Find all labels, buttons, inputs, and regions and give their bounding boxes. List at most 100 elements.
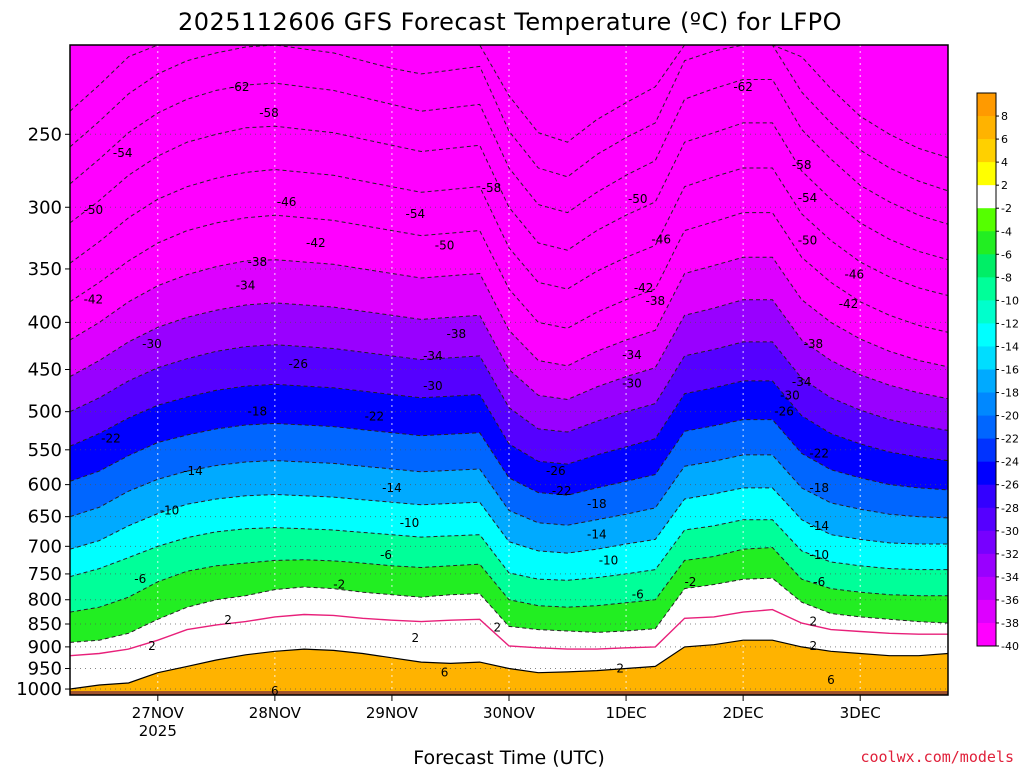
colorbar-label: 4 bbox=[1001, 156, 1008, 169]
colorbar-label: -16 bbox=[1001, 364, 1019, 377]
contour-label: -10 bbox=[809, 548, 829, 562]
contour-label: -58 bbox=[482, 181, 502, 195]
y-tick-label: 800 bbox=[28, 590, 62, 611]
colorbar-swatch bbox=[977, 484, 996, 509]
y-tick-label: 1000 bbox=[16, 679, 62, 700]
colorbar-swatch bbox=[977, 277, 996, 301]
contour-label: -30 bbox=[423, 379, 443, 393]
colorbar-swatch bbox=[977, 392, 996, 417]
colorbar-swatch bbox=[977, 254, 996, 278]
y-tick-label: 750 bbox=[28, 564, 62, 585]
colorbar-swatch bbox=[977, 599, 996, 624]
isotherm--58 bbox=[70, 45, 948, 192]
contour-label: -54 bbox=[798, 191, 818, 205]
y-tick-label: 550 bbox=[28, 440, 62, 461]
isotherm--38 bbox=[70, 256, 948, 368]
contour-label: -18 bbox=[809, 481, 829, 495]
x-tick-label: 30NOV bbox=[483, 704, 536, 722]
colorbar-swatch bbox=[977, 116, 996, 140]
contour-label: -38 bbox=[804, 337, 824, 351]
isotherm--62 bbox=[70, 45, 948, 159]
contour-label: -62 bbox=[230, 80, 250, 94]
colorbar-label: -14 bbox=[1001, 340, 1019, 353]
band-warm bbox=[70, 640, 948, 695]
contour-label: -42 bbox=[839, 297, 859, 311]
contour-label: -6 bbox=[134, 572, 146, 586]
contour-label: -30 bbox=[142, 337, 162, 351]
y-tick-label: 350 bbox=[28, 259, 62, 280]
colorbar-swatch bbox=[977, 323, 996, 347]
isotherm-2 bbox=[70, 639, 948, 690]
contour-label: -18 bbox=[587, 497, 607, 511]
contour-label: -10 bbox=[400, 516, 420, 530]
y-tick-label: 250 bbox=[28, 124, 62, 145]
colorbar-swatch bbox=[977, 530, 996, 555]
contour-label: -14 bbox=[587, 528, 607, 542]
chart-title: 2025112606 GFS Forecast Temperature (ºC)… bbox=[178, 8, 842, 36]
x-tick-label: 29NOV bbox=[366, 704, 419, 722]
x-axis-title: Forecast Time (UTC) bbox=[413, 747, 604, 768]
contour-label: -14 bbox=[809, 519, 829, 533]
colorbar-label: -26 bbox=[1001, 479, 1019, 492]
contour-label: -62 bbox=[733, 80, 753, 94]
contour-label: -10 bbox=[599, 553, 619, 567]
colorbar-label: -38 bbox=[1001, 617, 1019, 630]
isotherm--30 bbox=[70, 341, 948, 433]
colorbar-swatch bbox=[977, 438, 996, 463]
colorbar-label: 2 bbox=[1001, 179, 1008, 192]
colorbar-swatch bbox=[977, 185, 996, 209]
colorbar-swatch bbox=[977, 553, 996, 578]
colorbar-label: -30 bbox=[1001, 525, 1019, 538]
y-tick-label: 900 bbox=[28, 637, 62, 658]
y-tick-label: 700 bbox=[28, 536, 62, 557]
x-tick-label: 2DEC bbox=[723, 704, 764, 722]
colorbar-label: -12 bbox=[1001, 317, 1019, 330]
band--22-to--26 bbox=[70, 380, 948, 496]
contour-label: -22 bbox=[365, 409, 385, 423]
contour-label: -10 bbox=[160, 503, 180, 517]
colorbar-label: -28 bbox=[1001, 502, 1019, 515]
colorbar-label: -2 bbox=[1001, 202, 1012, 215]
contour-label: -50 bbox=[435, 238, 455, 252]
isotherm--2 bbox=[70, 577, 948, 643]
contour-label: -42 bbox=[306, 236, 326, 250]
ground-surface bbox=[70, 691, 948, 695]
isotherm--18 bbox=[70, 454, 948, 526]
contour-label: -22 bbox=[552, 484, 572, 498]
y-tick-label: 600 bbox=[28, 475, 62, 496]
y-tick-label: 500 bbox=[28, 402, 62, 423]
contour-label: -58 bbox=[792, 158, 812, 172]
colorbar-label: -32 bbox=[1001, 548, 1019, 561]
contour-label: 6 bbox=[827, 673, 835, 687]
band--26-to--30 bbox=[70, 341, 948, 465]
contour-label: -14 bbox=[382, 481, 402, 495]
band-0-to--2 bbox=[70, 578, 948, 656]
colorbar-swatch bbox=[977, 507, 996, 532]
contour-label: -2 bbox=[684, 575, 696, 589]
x-tick-label: 3DEC bbox=[840, 704, 881, 722]
isotherm--6 bbox=[70, 546, 948, 613]
contour-label: -26 bbox=[546, 464, 566, 478]
y-tick-label: 650 bbox=[28, 507, 62, 528]
contour-label: -22 bbox=[101, 432, 121, 446]
contour-label: 2 bbox=[148, 639, 156, 653]
band--6-to--10 bbox=[70, 519, 948, 613]
contour-label: 2 bbox=[493, 620, 501, 634]
contour-label: -46 bbox=[651, 232, 671, 246]
contour-label: -6 bbox=[380, 548, 392, 562]
contour-label: -34 bbox=[792, 375, 812, 389]
isotherm--26 bbox=[70, 380, 948, 465]
colorbar-label: -10 bbox=[1001, 294, 1019, 307]
contour-label: -6 bbox=[813, 575, 825, 589]
grid-layer bbox=[70, 45, 948, 695]
band--34-to--38 bbox=[70, 257, 948, 400]
contour-label: -42 bbox=[84, 293, 104, 307]
contour-label: -2 bbox=[333, 577, 345, 591]
y-tick-label: 850 bbox=[28, 614, 62, 635]
contour-label: -14 bbox=[183, 464, 203, 478]
colorbar-label: 6 bbox=[1001, 133, 1008, 146]
colorbar-label: -24 bbox=[1001, 456, 1019, 469]
contour-label: -6 bbox=[632, 588, 644, 602]
contour-label: -30 bbox=[622, 376, 642, 390]
